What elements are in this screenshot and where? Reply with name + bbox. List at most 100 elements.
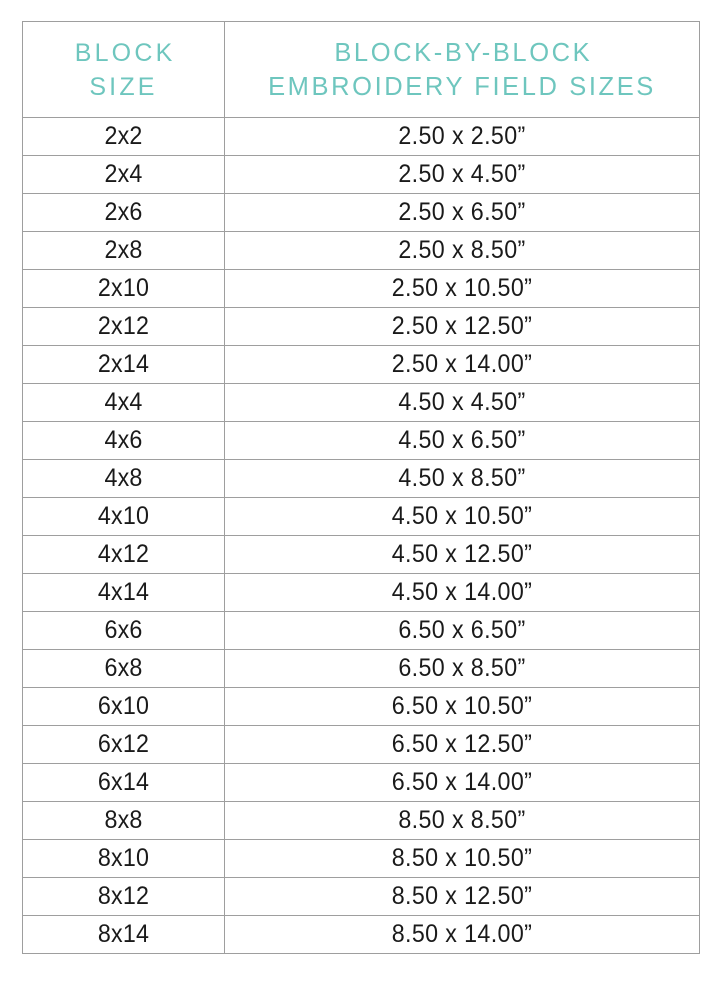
cell-block-size: 2x14	[22, 345, 225, 384]
cell-block-size: 4x4	[22, 383, 225, 422]
block-size-value: 6x8	[104, 654, 143, 682]
cell-field-size: 2.50 x 10.50”	[224, 269, 700, 308]
table-header-row: BLOCK SIZE BLOCK-BY-BLOCK EMBROIDERY FIE…	[22, 21, 700, 118]
block-size-value: 2x12	[97, 312, 150, 340]
cell-block-size: 6x8	[22, 649, 225, 688]
block-size-value: 4x6	[104, 426, 143, 454]
column-header-field-sizes-label: BLOCK-BY-BLOCK EMBROIDERY FIELD SIZES	[268, 38, 656, 101]
cell-block-size: 8x8	[22, 801, 225, 840]
table-body: 2x2 2.50 x 2.50” 2x4 2.50 x 4.50” 2x6 2.50 x …	[22, 117, 700, 954]
cell-block-size: 2x6	[22, 193, 225, 232]
field-size-value: 4.50 x 4.50”	[398, 388, 526, 416]
cell-field-size: 4.50 x 8.50”	[224, 459, 700, 498]
cell-block-size: 4x14	[22, 573, 225, 612]
field-size-value: 2.50 x 4.50”	[398, 160, 526, 188]
cell-field-size: 2.50 x 14.00”	[224, 345, 700, 384]
block-size-value: 2x6	[104, 198, 143, 226]
cell-block-size: 2x2	[22, 117, 225, 156]
table-row: 6x10 6.50 x 10.50”	[22, 687, 700, 726]
table-row: 4x4 4.50 x 4.50”	[22, 383, 700, 422]
block-size-value: 2x8	[104, 236, 143, 264]
field-size-value: 2.50 x 8.50”	[398, 236, 526, 264]
table-row: 8x10 8.50 x 10.50”	[22, 839, 700, 878]
cell-field-size: 2.50 x 12.50”	[224, 307, 700, 346]
table-row: 4x10 4.50 x 10.50”	[22, 497, 700, 536]
block-size-value: 8x8	[104, 806, 143, 834]
table-row: 2x10 2.50 x 10.50”	[22, 269, 700, 308]
table-row: 2x4 2.50 x 4.50”	[22, 155, 700, 194]
field-size-value: 2.50 x 14.00”	[391, 350, 533, 378]
field-size-value: 6.50 x 10.50”	[391, 692, 533, 720]
field-size-value: 2.50 x 6.50”	[398, 198, 526, 226]
field-size-value: 8.50 x 8.50”	[398, 806, 526, 834]
cell-block-size: 8x14	[22, 915, 225, 954]
cell-block-size: 2x12	[22, 307, 225, 346]
cell-field-size: 6.50 x 6.50”	[224, 611, 700, 650]
field-size-value: 6.50 x 14.00”	[391, 768, 533, 796]
field-size-value: 8.50 x 14.00”	[391, 920, 533, 948]
block-size-value: 4x14	[97, 578, 150, 606]
table-row: 2x2 2.50 x 2.50”	[22, 117, 700, 156]
cell-block-size: 4x10	[22, 497, 225, 536]
cell-field-size: 4.50 x 12.50”	[224, 535, 700, 574]
cell-field-size: 4.50 x 10.50”	[224, 497, 700, 536]
cell-field-size: 2.50 x 8.50”	[224, 231, 700, 270]
cell-field-size: 6.50 x 8.50”	[224, 649, 700, 688]
cell-field-size: 2.50 x 6.50”	[224, 193, 700, 232]
cell-block-size: 4x12	[22, 535, 225, 574]
table-header: BLOCK SIZE BLOCK-BY-BLOCK EMBROIDERY FIE…	[22, 21, 700, 118]
column-header-field-sizes: BLOCK-BY-BLOCK EMBROIDERY FIELD SIZES	[224, 21, 700, 118]
column-header-block-size-label: BLOCK SIZE	[74, 38, 176, 101]
cell-field-size: 2.50 x 2.50”	[224, 117, 700, 156]
table-row: 2x12 2.50 x 12.50”	[22, 307, 700, 346]
block-size-value: 8x12	[97, 882, 150, 910]
block-size-value: 2x2	[104, 122, 143, 150]
block-size-value: 6x10	[97, 692, 150, 720]
field-size-value: 8.50 x 12.50”	[391, 882, 533, 910]
cell-block-size: 8x10	[22, 839, 225, 878]
cell-field-size: 2.50 x 4.50”	[224, 155, 700, 194]
cell-field-size: 6.50 x 10.50”	[224, 687, 700, 726]
block-size-value: 6x12	[97, 730, 150, 758]
field-size-value: 2.50 x 10.50”	[391, 274, 533, 302]
table-row: 6x8 6.50 x 8.50”	[22, 649, 700, 688]
table-row: 6x14 6.50 x 14.00”	[22, 763, 700, 802]
cell-field-size: 4.50 x 6.50”	[224, 421, 700, 460]
field-size-value: 8.50 x 10.50”	[391, 844, 533, 872]
cell-field-size: 6.50 x 14.00”	[224, 763, 700, 802]
table-row: 8x8 8.50 x 8.50”	[22, 801, 700, 840]
field-size-value: 6.50 x 12.50”	[391, 730, 533, 758]
cell-block-size: 4x8	[22, 459, 225, 498]
table-row: 6x12 6.50 x 12.50”	[22, 725, 700, 764]
table-row: 8x14 8.50 x 14.00”	[22, 915, 700, 954]
block-size-value: 4x8	[104, 464, 143, 492]
cell-block-size: 4x6	[22, 421, 225, 460]
block-size-value: 2x10	[97, 274, 150, 302]
block-size-value: 4x10	[97, 502, 150, 530]
cell-block-size: 6x6	[22, 611, 225, 650]
table-row: 2x8 2.50 x 8.50”	[22, 231, 700, 270]
table-row: 4x8 4.50 x 8.50”	[22, 459, 700, 498]
cell-block-size: 8x12	[22, 877, 225, 916]
cell-field-size: 4.50 x 4.50”	[224, 383, 700, 422]
cell-field-size: 6.50 x 12.50”	[224, 725, 700, 764]
field-size-value: 4.50 x 6.50”	[398, 426, 526, 454]
column-header-block-size: BLOCK SIZE	[22, 21, 225, 118]
table-row: 4x12 4.50 x 12.50”	[22, 535, 700, 574]
field-size-value: 4.50 x 8.50”	[398, 464, 526, 492]
cell-field-size: 8.50 x 12.50”	[224, 877, 700, 916]
table-row: 2x14 2.50 x 14.00”	[22, 345, 700, 384]
block-size-value: 2x14	[97, 350, 150, 378]
embroidery-field-sizes-table: BLOCK SIZE BLOCK-BY-BLOCK EMBROIDERY FIE…	[22, 21, 700, 954]
field-size-value: 2.50 x 2.50”	[398, 122, 526, 150]
block-size-value: 6x6	[104, 616, 143, 644]
block-size-value: 2x4	[104, 160, 143, 188]
block-size-value: 6x14	[97, 768, 150, 796]
field-size-value: 4.50 x 10.50”	[391, 502, 533, 530]
cell-block-size: 2x4	[22, 155, 225, 194]
table-row: 4x14 4.50 x 14.00”	[22, 573, 700, 612]
field-size-value: 4.50 x 14.00”	[391, 578, 533, 606]
cell-field-size: 8.50 x 8.50”	[224, 801, 700, 840]
cell-field-size: 8.50 x 14.00”	[224, 915, 700, 954]
